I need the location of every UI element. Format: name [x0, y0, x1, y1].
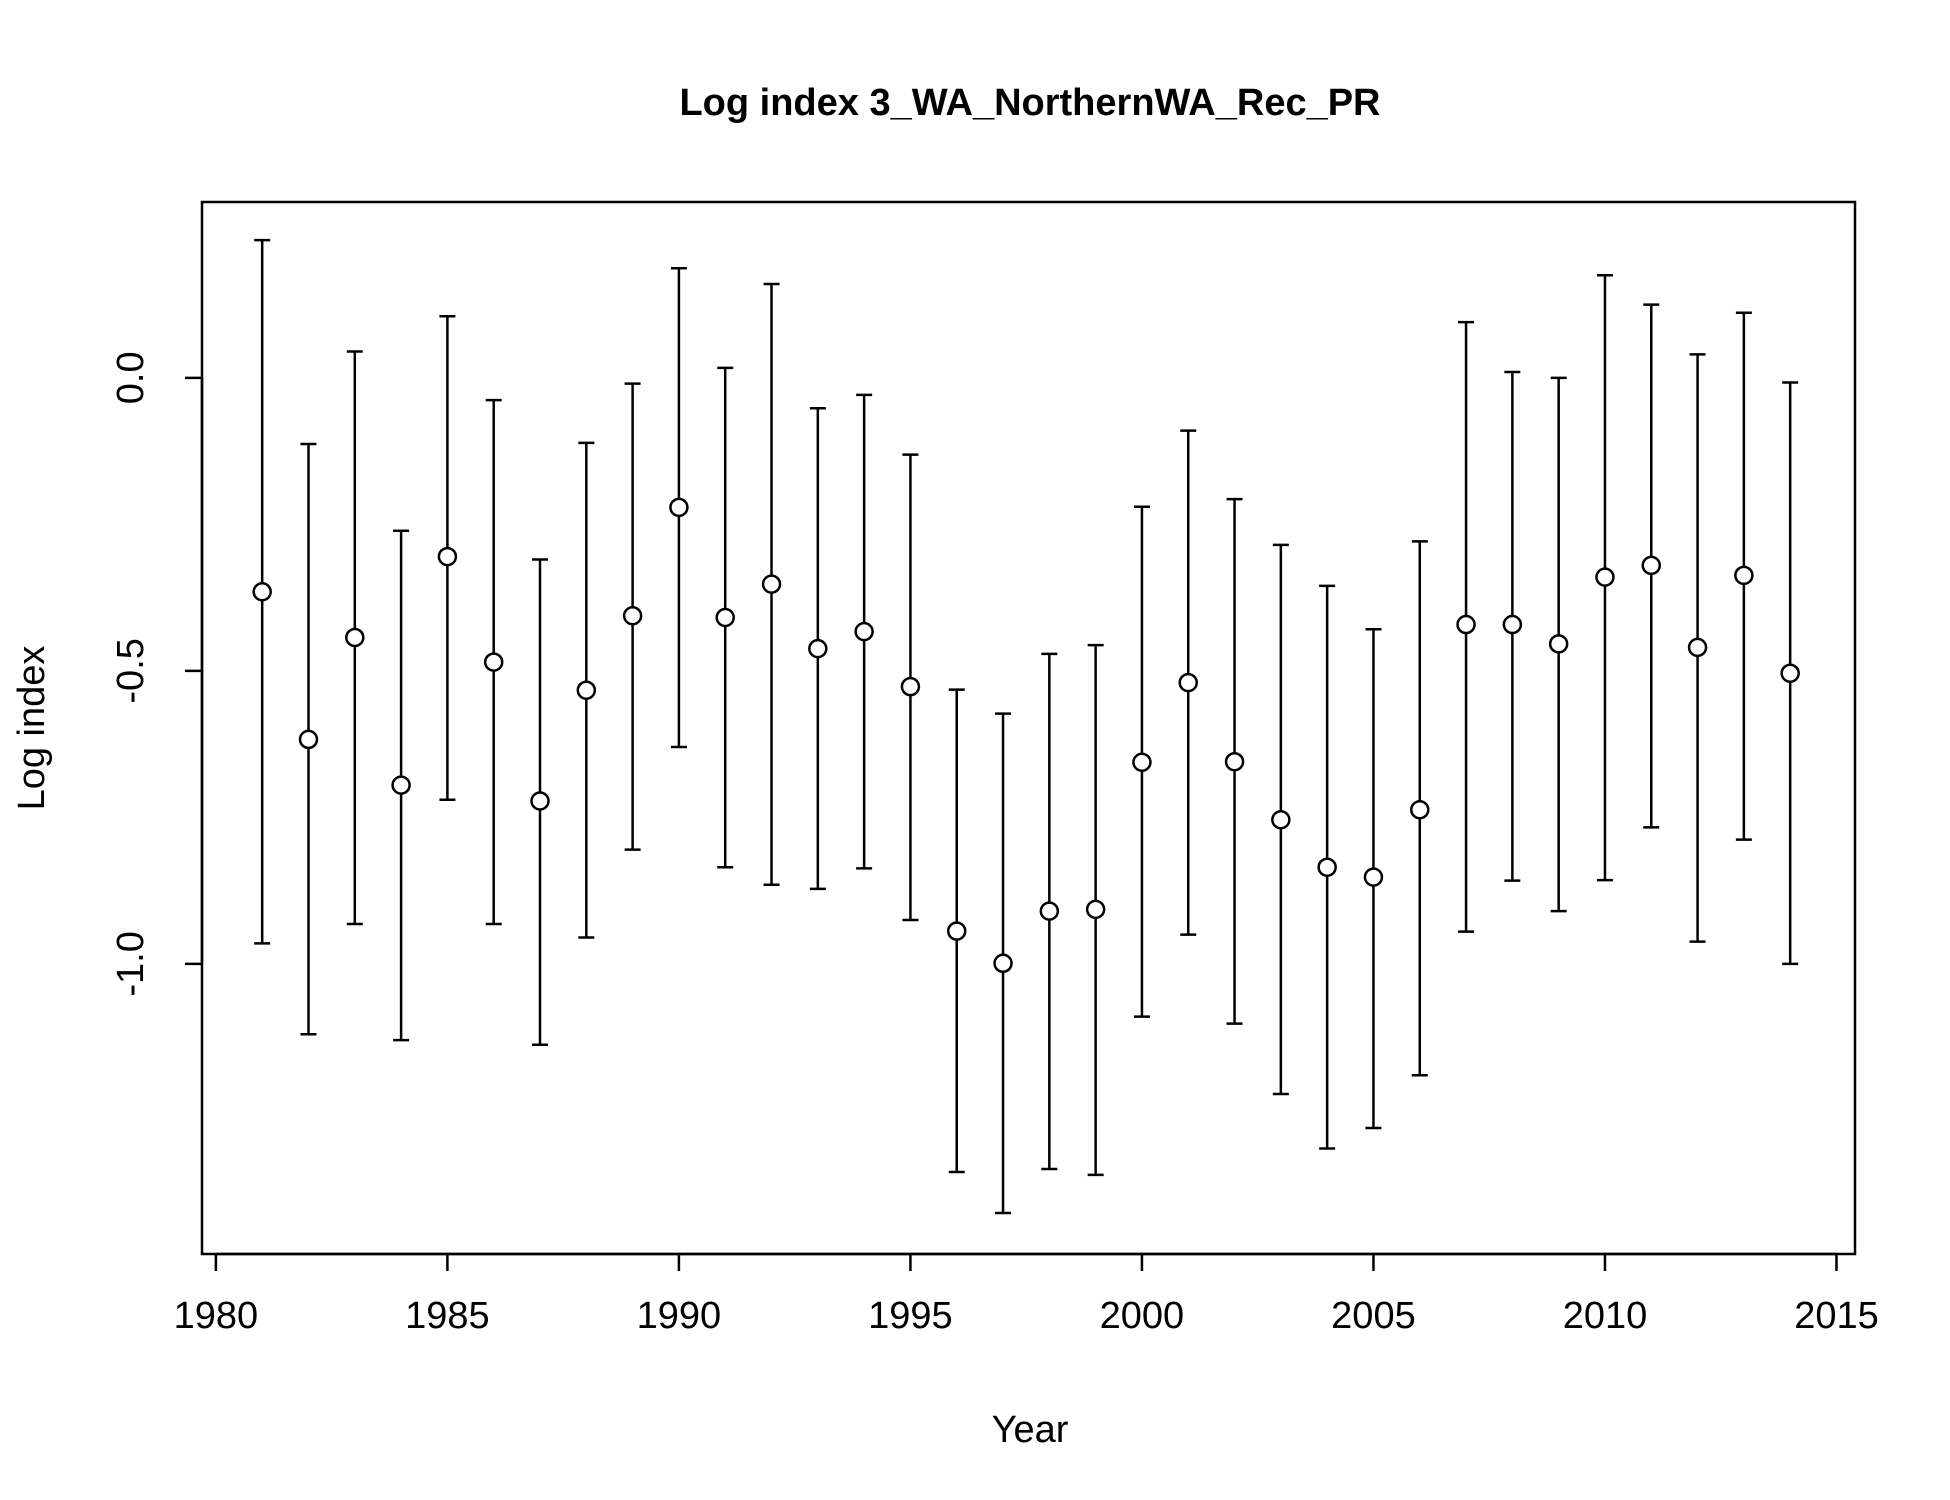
error-bar-2013 [1734, 311, 1754, 841]
error-bar-1996 [946, 688, 967, 1174]
data-point-2008 [1502, 614, 1523, 635]
error-bar-2004 [1317, 584, 1337, 1150]
x-tick-label: 1985 [405, 1295, 490, 1337]
error-bar-1981 [252, 238, 272, 945]
data-point-1991 [715, 607, 735, 628]
data-point-1997 [993, 953, 1013, 974]
error-bar-2014 [1780, 381, 1800, 966]
chart-title: Log index 3_WA_NorthernWA_Rec_PR [679, 82, 1380, 124]
error-bar-1985 [437, 315, 458, 802]
data-point-2012 [1687, 637, 1708, 658]
y-axis-label: Log index [11, 646, 53, 811]
error-bar-2012 [1687, 353, 1708, 943]
data-point-2013 [1734, 565, 1754, 586]
x-tick-label: 2015 [1794, 1295, 1879, 1337]
error-bar-1988 [576, 441, 597, 939]
data-point-2001 [1178, 672, 1198, 693]
x-axis: 1980 1985 1990 1995 2000 2005 2010 2015 [174, 1252, 1879, 1337]
data-point-1998 [1039, 901, 1060, 921]
error-bar-2000 [1132, 505, 1152, 1018]
data-point-1989 [622, 606, 643, 626]
data-point-2007 [1456, 614, 1476, 635]
data-point-2010 [1595, 567, 1615, 587]
error-bar-2001 [1178, 429, 1198, 936]
data-point-2000 [1132, 752, 1152, 773]
data-point-2002 [1224, 751, 1245, 772]
data-point-2004 [1317, 857, 1337, 877]
data-marks [252, 238, 1800, 1215]
data-point-1996 [946, 921, 967, 941]
x-tick-label: 2005 [1331, 1295, 1416, 1337]
error-bar-1991 [715, 366, 735, 869]
error-bar-2005 [1363, 627, 1384, 1130]
data-point-1988 [576, 680, 597, 700]
x-tick-label: 2000 [1100, 1295, 1185, 1337]
error-bar-2011 [1641, 303, 1662, 829]
data-point-1982 [298, 729, 319, 750]
x-axis-label: Year [992, 1409, 1069, 1451]
x-tick-label: 1995 [868, 1295, 953, 1337]
error-bar-1986 [483, 398, 504, 926]
y-tick-label: -1.0 [110, 931, 152, 996]
error-bar-2007 [1456, 320, 1476, 933]
y-tick-label: -0.5 [110, 638, 152, 703]
error-bar-1989 [622, 382, 643, 851]
error-bar-2002 [1224, 497, 1245, 1025]
y-tick-label: 0.0 [110, 351, 152, 404]
data-point-1990 [669, 497, 689, 518]
data-point-1986 [483, 652, 504, 672]
data-point-1987 [530, 791, 550, 811]
data-point-2006 [1410, 800, 1430, 820]
error-bar-1999 [1085, 643, 1106, 1177]
data-point-1995 [900, 676, 921, 697]
data-point-1994 [854, 621, 874, 642]
error-bar-1984 [391, 529, 411, 1042]
data-point-1993 [808, 638, 828, 659]
error-bar-2010 [1595, 274, 1615, 882]
data-point-1999 [1085, 899, 1106, 920]
data-point-2005 [1363, 867, 1384, 887]
x-tick-label: 2010 [1563, 1295, 1648, 1337]
data-point-1981 [252, 581, 272, 602]
data-point-1985 [437, 546, 458, 567]
x-tick-label: 1980 [174, 1295, 259, 1337]
error-bar-1982 [298, 442, 319, 1036]
data-point-2003 [1271, 809, 1291, 830]
error-bar-1990 [669, 266, 689, 749]
data-point-2009 [1548, 634, 1569, 654]
data-point-1984 [391, 775, 411, 795]
error-bar-2006 [1410, 540, 1430, 1077]
error-bar-1993 [808, 407, 828, 891]
error-bar-2009 [1548, 376, 1569, 913]
data-point-1992 [761, 574, 782, 594]
error-bar-2008 [1502, 370, 1523, 882]
data-point-1983 [345, 627, 365, 648]
error-bar-1995 [900, 453, 921, 922]
x-tick-label: 1990 [637, 1295, 722, 1337]
y-axis: -1.0 -0.5 0.0 [110, 351, 204, 997]
error-bar-1983 [345, 350, 365, 926]
data-point-2011 [1641, 555, 1662, 576]
error-bar-1998 [1039, 652, 1060, 1171]
data-point-2014 [1780, 663, 1800, 683]
error-bar-2003 [1271, 543, 1291, 1096]
error-bar-1997 [993, 712, 1013, 1215]
error-bar-1994 [854, 393, 874, 870]
error-bar-1992 [761, 282, 782, 887]
error-bar-1987 [530, 558, 550, 1047]
